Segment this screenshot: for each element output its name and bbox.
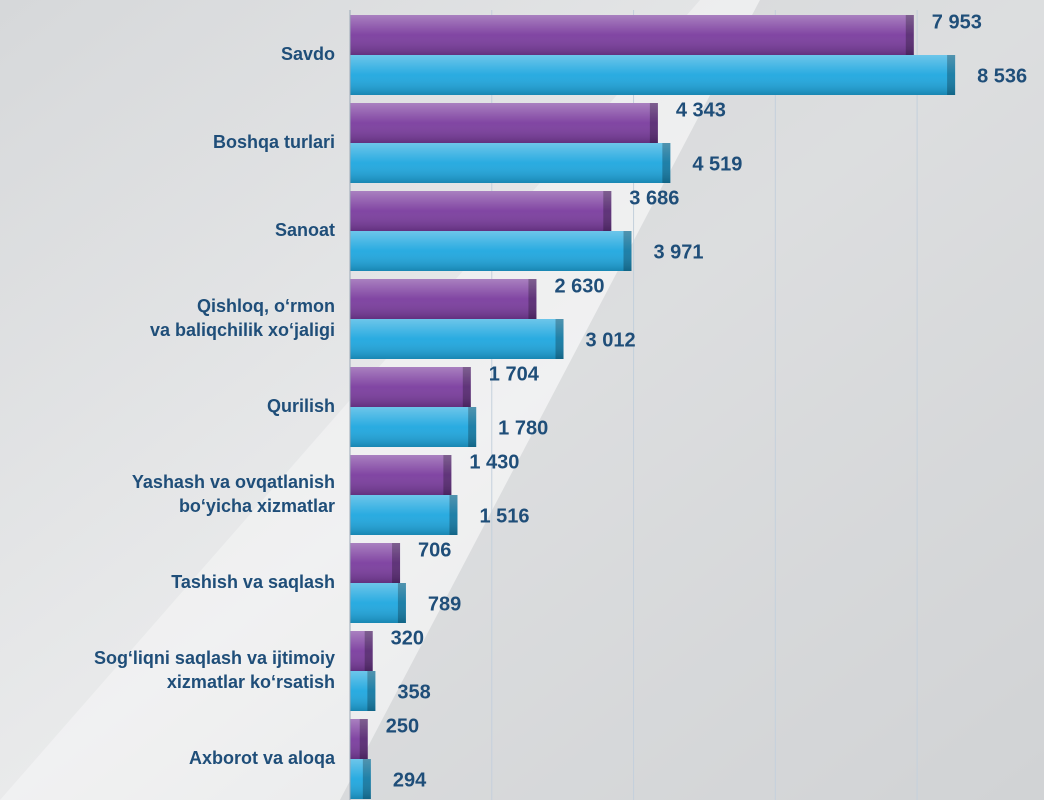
category-label: Axborot va aloqa bbox=[189, 748, 336, 768]
bar-end bbox=[392, 543, 401, 583]
value-label: 3 012 bbox=[586, 329, 636, 351]
bar-shine bbox=[350, 367, 471, 407]
bar-end bbox=[443, 455, 452, 495]
category-label: Sanoat bbox=[275, 220, 335, 240]
bar-shine bbox=[350, 631, 373, 671]
bar-shine bbox=[350, 719, 368, 759]
bar-end bbox=[623, 231, 632, 271]
bar-shine bbox=[350, 191, 612, 231]
category-label: Qishloq, o‘rmon bbox=[197, 296, 335, 316]
value-label: 320 bbox=[391, 627, 424, 649]
value-label: 8 536 bbox=[977, 65, 1027, 87]
category-label: Boshqa turlari bbox=[213, 132, 335, 152]
bar-shine bbox=[350, 407, 477, 447]
bar-end bbox=[649, 103, 658, 143]
bar-end bbox=[397, 583, 406, 623]
bar-end bbox=[468, 407, 477, 447]
bar-shine bbox=[350, 319, 564, 359]
category-label: Yashash va ovqatlanish bbox=[132, 472, 335, 492]
bar-shine bbox=[350, 495, 458, 535]
value-label: 4 343 bbox=[676, 99, 726, 121]
bar-end bbox=[367, 671, 376, 711]
bar-end bbox=[528, 279, 537, 319]
value-label: 1 430 bbox=[469, 451, 519, 473]
bar-end bbox=[905, 15, 914, 55]
bar-end bbox=[362, 759, 371, 799]
bar-shine bbox=[350, 143, 671, 183]
background-stripe bbox=[340, 0, 1044, 800]
bar-shine bbox=[350, 759, 371, 799]
bar-shine bbox=[350, 231, 632, 271]
category-label: Savdo bbox=[281, 44, 335, 64]
category-label: Qurilish bbox=[267, 396, 335, 416]
bar-end bbox=[947, 55, 956, 95]
category-label: bo‘yicha xizmatlar bbox=[179, 496, 335, 516]
value-label: 1 516 bbox=[479, 505, 529, 527]
bar-end bbox=[449, 495, 458, 535]
value-label: 2 630 bbox=[554, 275, 604, 297]
bar-end bbox=[462, 367, 471, 407]
bar-end bbox=[603, 191, 612, 231]
bar-shine bbox=[350, 279, 537, 319]
value-label: 3 686 bbox=[629, 187, 679, 209]
category-label: Tashish va saqlash bbox=[171, 572, 335, 592]
value-label: 706 bbox=[418, 539, 451, 561]
value-label: 294 bbox=[393, 769, 427, 791]
bar-shine bbox=[350, 55, 956, 95]
value-label: 358 bbox=[397, 681, 430, 703]
value-label: 7 953 bbox=[932, 11, 982, 33]
category-label: Sog‘liqni saqlash va ijtimoiy bbox=[94, 648, 335, 668]
bar-shine bbox=[350, 543, 401, 583]
category-label: va baliqchilik xo‘jaligi bbox=[150, 320, 335, 340]
bar-end bbox=[662, 143, 671, 183]
value-label: 1 780 bbox=[498, 417, 548, 439]
value-label: 250 bbox=[386, 715, 419, 737]
bar-shine bbox=[350, 671, 376, 711]
bar-end bbox=[364, 631, 373, 671]
bar-shine bbox=[350, 103, 658, 143]
value-label: 1 704 bbox=[489, 363, 540, 385]
bar-end bbox=[359, 719, 368, 759]
bar-end bbox=[555, 319, 564, 359]
bar-shine bbox=[350, 15, 914, 55]
bar-shine bbox=[350, 583, 406, 623]
value-label: 3 971 bbox=[653, 241, 703, 263]
value-label: 789 bbox=[428, 593, 461, 615]
bar-shine bbox=[350, 455, 452, 495]
category-label: xizmatlar ko‘rsatish bbox=[167, 672, 335, 692]
value-label: 4 519 bbox=[692, 153, 742, 175]
